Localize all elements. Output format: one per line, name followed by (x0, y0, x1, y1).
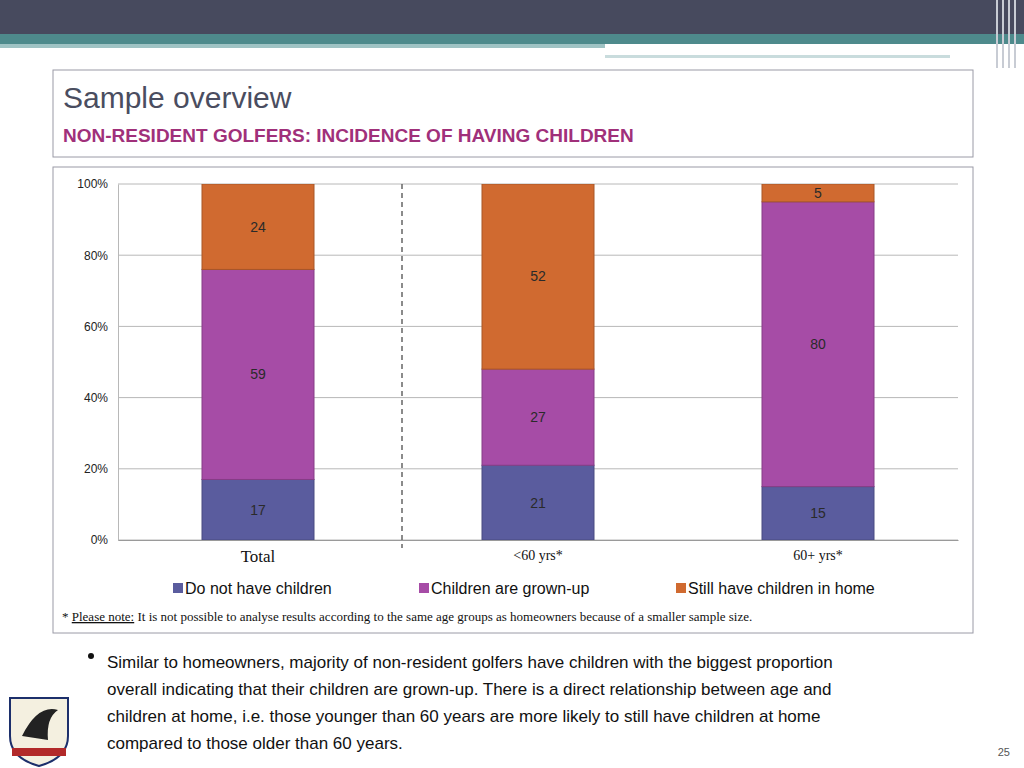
data-label: 21 (530, 495, 546, 511)
y-axis: 0% 20% 40% 60% 80% 100% (77, 177, 118, 547)
x-tick-label: <60 yrs* (513, 548, 563, 563)
bar (202, 184, 314, 269)
footnote-text: It is not possible to analyse results ac… (137, 609, 752, 624)
logo (10, 698, 68, 766)
bullet-line: compared to those older than 60 years. (107, 734, 403, 753)
data-label: 80 (810, 336, 826, 352)
y-tick-label: 80% (84, 249, 108, 263)
data-label: 5 (814, 185, 822, 201)
bars (202, 184, 874, 540)
logo-shield (10, 698, 68, 766)
data-label: 17 (250, 502, 266, 518)
header-rule (1014, 0, 1016, 68)
legend-label: Still have children in home (688, 580, 875, 597)
x-axis-line (119, 540, 959, 541)
data-labels: 17 21 15 59 27 80 24 52 5 (250, 185, 826, 521)
legend-swatch (419, 583, 429, 593)
header-bar (0, 0, 1024, 34)
y-tick: 100% (77, 177, 118, 191)
bar (482, 369, 594, 465)
separator (401, 184, 403, 548)
bullet-line: overall indicating that their children a… (107, 680, 832, 699)
bar (202, 269, 314, 479)
y-tick: 0% (91, 533, 118, 547)
logo-bird (22, 709, 58, 740)
legend-swatch (676, 583, 686, 593)
header-rule (1008, 0, 1010, 68)
logo-band (12, 748, 66, 756)
bar (762, 487, 874, 540)
bar (762, 184, 874, 202)
data-label: 52 (530, 268, 546, 284)
header-rule (996, 0, 998, 68)
legend-label: Children are grown-up (431, 580, 589, 597)
y-tick: 60% (84, 320, 118, 334)
x-tick-label: 60+ yrs* (793, 548, 843, 563)
x-tick: <60 yrs* (513, 540, 563, 563)
y-tick-label: 0% (91, 533, 109, 547)
x-axis: Total <60 yrs* 60+ yrs* (119, 540, 959, 566)
bar (762, 202, 874, 487)
bullet-line: Similar to homeowners, majority of non-r… (107, 653, 833, 672)
footnote-label: Please note: (72, 609, 134, 624)
legend: Do not have children Children are grown-u… (173, 580, 875, 597)
y-axis-line (118, 185, 119, 541)
data-label: 15 (810, 505, 826, 521)
footnote: * Please note: It is not possible to ana… (62, 609, 752, 624)
legend-swatch (173, 583, 183, 593)
bullet-line: children at home, i.e. those younger tha… (107, 707, 820, 726)
page-number: 25 (998, 746, 1010, 758)
y-tick: 80% (84, 249, 118, 263)
title: Sample overview (63, 81, 292, 114)
bar (482, 465, 594, 540)
chart-box (53, 167, 973, 633)
grid (118, 184, 958, 540)
data-label: 24 (250, 219, 266, 235)
header-strip (0, 34, 1024, 44)
header-line (0, 44, 605, 48)
header-rule (1002, 0, 1004, 68)
x-tick: 60+ yrs* (793, 540, 843, 563)
x-tick-label: Total (241, 547, 276, 566)
y-tick-label: 100% (77, 177, 108, 191)
title-box (53, 70, 973, 157)
slide: Sample overview NON-RESIDENT GOLFERS: INC… (0, 0, 1024, 768)
subtitle: NON-RESIDENT GOLFERS: INCIDENCE OF HAVIN… (63, 125, 634, 146)
bar (482, 184, 594, 369)
y-tick: 40% (84, 391, 118, 405)
y-tick-label: 40% (84, 391, 108, 405)
legend-label: Do not have children (185, 580, 332, 597)
bar (202, 479, 314, 540)
y-tick-label: 20% (84, 462, 108, 476)
bullet-dot (88, 653, 94, 659)
data-label: 59 (250, 366, 266, 382)
header-line (605, 55, 950, 58)
y-tick-label: 60% (84, 320, 108, 334)
y-tick: 20% (84, 462, 118, 476)
x-tick: Total (241, 540, 276, 566)
data-label: 27 (530, 409, 546, 425)
